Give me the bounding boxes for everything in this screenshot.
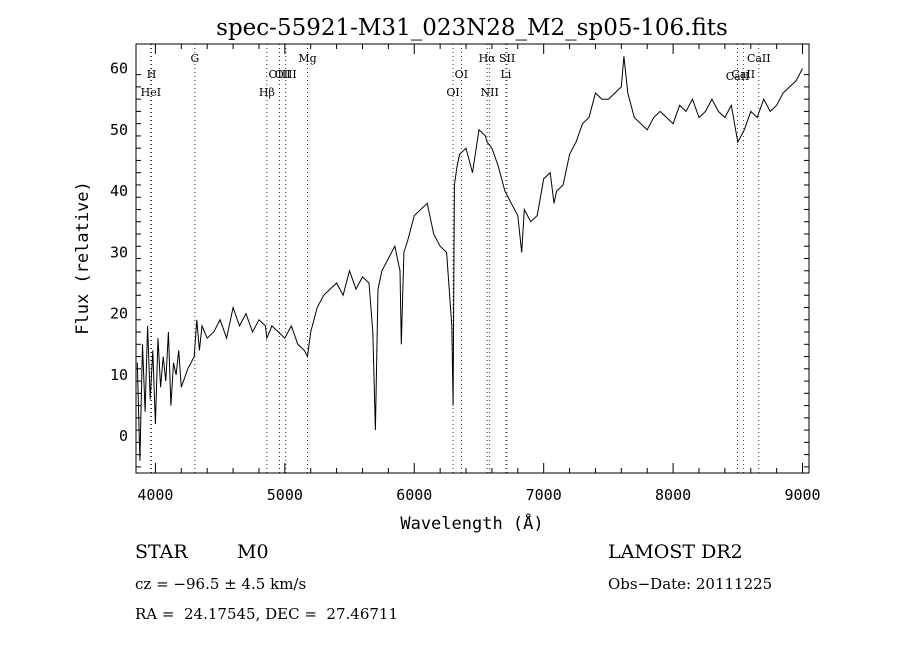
x-tick-label: 4000 [137,486,173,504]
survey-name: LAMOST DR2 [608,541,743,563]
radial-velocity: cz = −96.5 ± 4.5 km/s [135,575,307,593]
line-label: Li [500,68,511,81]
line-label: Hα [479,52,497,65]
plot-frame [135,43,810,474]
line-label: CaII [731,68,755,81]
y-tick-label: 10 [110,366,128,384]
line-label: SII [499,52,515,65]
chart-title: spec-55921-M31_023N28_M2_sp05-106.fits [216,15,728,41]
y-tick-label: 0 [119,427,128,445]
line-label: CaII [747,52,771,65]
x-tick-label: 7000 [526,486,562,504]
x-axis-label: Wavelength (Å) [400,512,543,534]
observation-date: Obs−Date: 20111225 [608,575,773,593]
x-tick-label: 9000 [784,486,820,504]
x-tick-label: 5000 [267,486,303,504]
y-tick-label: 50 [110,121,128,139]
line-label: CaII [726,70,750,83]
object-class: STAR [135,541,188,563]
line-label: OI [455,68,468,81]
line-label: OI [446,86,459,99]
x-axis-ticks: 4000 5000 6000 7000 8000 9000 [137,44,821,504]
line-label: HeI [141,86,161,99]
y-axis-ticks: 0 10 20 30 40 50 60 [110,60,809,468]
line-label: OIII [268,68,290,81]
object-subclass: M0 [237,541,269,563]
line-label: NII [481,86,499,99]
coordinates: RA = 24.17545, DEC = 27.46711 [135,605,399,623]
y-tick-label: 60 [110,60,128,78]
line-label: H [147,68,157,81]
y-tick-label: 40 [110,182,128,200]
y-axis-label: Flux (relative) [73,181,93,335]
spectrum-line [136,56,803,461]
x-tick-label: 8000 [655,486,691,504]
line-label: OIII [275,68,297,81]
y-tick-label: 30 [110,243,128,261]
y-tick-label: 20 [110,305,128,323]
line-label: Mg [298,52,316,65]
spectrum-plot [136,56,803,461]
x-tick-label: 6000 [396,486,432,504]
line-label: Hβ [259,86,275,99]
line-label: G [190,52,199,65]
